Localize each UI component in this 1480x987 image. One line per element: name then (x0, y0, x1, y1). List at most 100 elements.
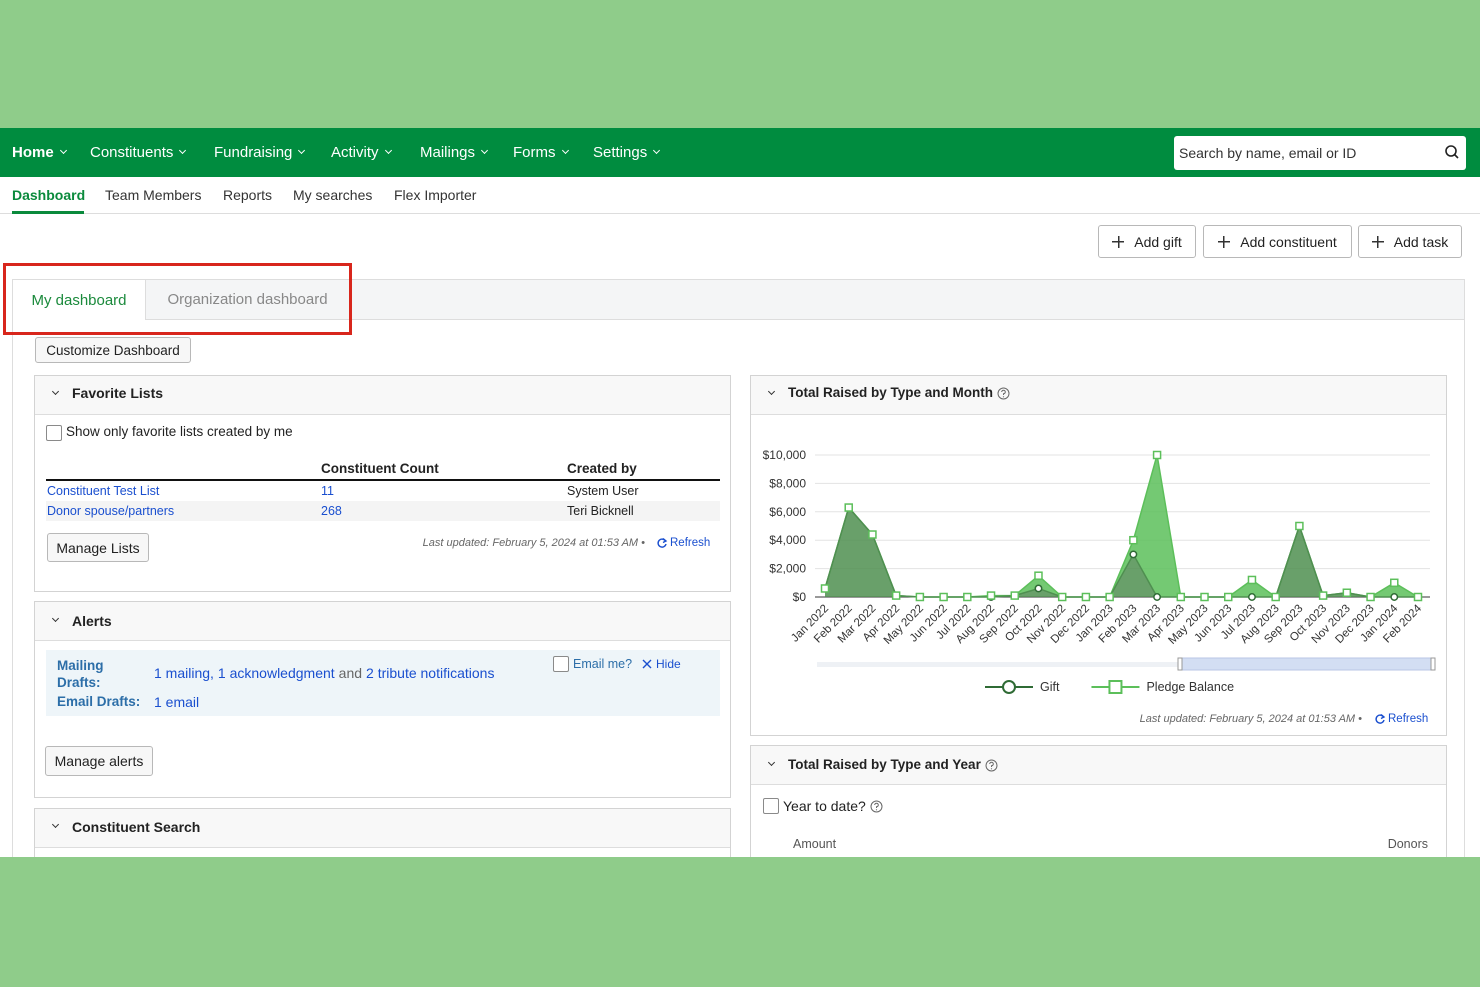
marker (1153, 593, 1162, 601)
refresh-icon[interactable] (1374, 713, 1386, 725)
marker (1295, 521, 1304, 531)
nav-item[interactable]: Home (12, 144, 66, 162)
marker (1034, 571, 1043, 580)
panel-title-row: Total Raised by Type and Year (788, 756, 998, 774)
column-header: Amount (793, 837, 837, 851)
chart-title: Total Raised by Type and Month (788, 385, 994, 400)
nav-item[interactable]: Forms (513, 144, 568, 162)
marker (1413, 592, 1423, 602)
column-header: Created by (567, 461, 637, 476)
marker (844, 503, 853, 512)
list-link[interactable]: Donor spouse/partners (47, 504, 175, 518)
nav-item[interactable]: Constituents (90, 144, 185, 162)
checkbox[interactable] (46, 425, 62, 441)
navigator-window[interactable] (1179, 657, 1434, 671)
hide-link[interactable]: Hide (656, 657, 681, 671)
customize-button[interactable]: Customize Dashboard (35, 337, 191, 363)
tab-organization-dashboard[interactable]: Organization dashboard (146, 280, 349, 319)
button-label: Customize Dashboard (46, 342, 180, 358)
marker (820, 584, 830, 593)
marker (868, 530, 877, 539)
column-header: Constituent Count (321, 461, 439, 476)
last-updated: Last updated: February 5, 2024 at 01:53 … (422, 537, 645, 549)
add-gift-button[interactable]: Add gift (1098, 225, 1196, 258)
marker (963, 592, 972, 602)
search-box[interactable] (1174, 136, 1466, 170)
nav-item[interactable]: Activity (331, 144, 391, 162)
marker (1318, 591, 1328, 600)
count-link[interactable]: 268 (321, 504, 342, 518)
alert-link[interactable]: 1 mailing, (154, 665, 214, 681)
marker (986, 591, 996, 600)
nav-item[interactable]: Settings (593, 144, 659, 162)
constituent-search-panel (34, 808, 731, 857)
tab-my-dashboard[interactable]: My dashboard (13, 280, 146, 320)
sub-nav-item[interactable]: My searches (293, 187, 373, 203)
y-tick-label: $10,000 (763, 448, 807, 462)
sub-nav-item[interactable]: Team Members (105, 187, 202, 203)
search-icon[interactable] (1444, 144, 1460, 160)
panel-header (751, 376, 1446, 415)
y-tick-label: $6,000 (769, 505, 806, 519)
marker (1390, 578, 1399, 588)
chart-title-row: Total Raised by Type and Month (788, 384, 1010, 402)
marker (1010, 591, 1020, 600)
button-label: Add gift (1134, 233, 1182, 250)
sub-nav-item[interactable]: Dashboard (12, 187, 86, 203)
checkbox-label: Email me? (573, 657, 633, 671)
marker (1200, 592, 1209, 602)
marker (1366, 592, 1375, 602)
sub-nav-item[interactable]: Flex Importer (394, 187, 477, 203)
help-icon[interactable] (870, 800, 883, 813)
alert-link[interactable]: 1 email (154, 694, 200, 710)
panel-header (35, 809, 730, 848)
panel-title: Constituent Search (72, 819, 201, 835)
nav-item[interactable]: Fundraising (214, 144, 304, 162)
last-updated: Last updated: February 5, 2024 at 01:53 … (1139, 713, 1362, 725)
navigator-handle[interactable] (1430, 657, 1436, 671)
close-icon[interactable] (642, 659, 652, 669)
nav-item[interactable]: Mailings (420, 144, 487, 162)
alert-link[interactable]: 2 tribute notifications (366, 665, 495, 681)
alert-link[interactable]: 1 acknowledgment (217, 665, 335, 681)
checkbox[interactable] (763, 798, 779, 814)
marker (1081, 592, 1091, 602)
y-tick-label: $2,000 (769, 562, 806, 576)
marker (1223, 592, 1233, 602)
add-task-button[interactable]: Add task (1358, 225, 1462, 258)
list-link[interactable]: Constituent Test List (47, 484, 160, 498)
manage-alerts-button[interactable]: Manage alerts (45, 746, 153, 776)
panel-header (35, 602, 730, 641)
checkbox[interactable] (553, 656, 569, 672)
help-icon[interactable] (997, 387, 1010, 400)
y-tick-label: $8,000 (769, 476, 806, 490)
table-rule (46, 479, 720, 481)
refresh-icon[interactable] (656, 537, 668, 549)
marker (939, 592, 948, 602)
alert-box (46, 650, 720, 716)
search-placeholder: Search by name, email or ID (1179, 145, 1357, 161)
navigator-handle[interactable] (1177, 657, 1183, 671)
refresh-link[interactable]: Refresh (1388, 713, 1429, 725)
count-link[interactable]: 11 (321, 484, 334, 498)
column-header: Donors (1387, 837, 1428, 851)
panel-title: Total Raised by Type and Year (788, 757, 981, 772)
y-tick-label: $0 (793, 590, 807, 604)
checkbox-label: Show only favorite lists created by me (66, 424, 293, 439)
active-underline (12, 211, 84, 214)
button-label: Add constituent (1240, 233, 1337, 250)
sub-nav (0, 177, 1480, 214)
tab-label: Organization dashboard (167, 291, 328, 308)
alert-label: Mailing Drafts: (57, 658, 104, 690)
refresh-link[interactable]: Refresh (670, 537, 711, 549)
app-window: Home Constituents Fundraising Activity M… (0, 128, 1480, 857)
help-icon[interactable] (985, 759, 998, 772)
add-constituent-button[interactable]: Add constituent (1203, 225, 1352, 258)
panel-title: Alerts (72, 613, 112, 629)
sub-nav-item[interactable]: Reports (223, 187, 273, 203)
checkbox-row: Year to date? (783, 797, 883, 815)
manage-lists-button[interactable]: Manage Lists (47, 533, 149, 562)
